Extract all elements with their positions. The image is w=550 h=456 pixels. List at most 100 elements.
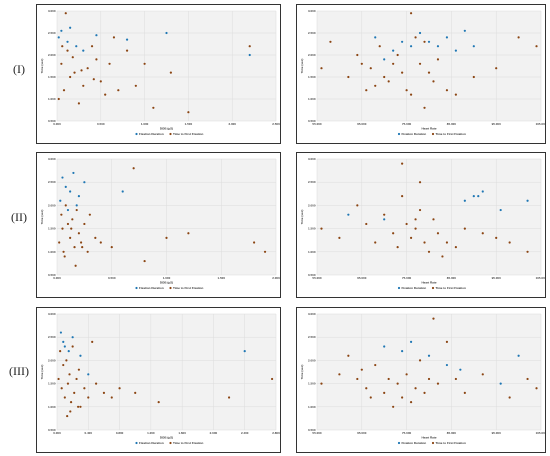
data-point-time-to-first-fixation	[68, 373, 71, 376]
data-point-time-to-first-fixation	[418, 181, 422, 184]
data-point-time-to-first-fixation	[95, 382, 98, 385]
data-point-fixation-duration	[383, 58, 386, 61]
data-point-time-to-first-fixation	[432, 317, 435, 320]
legend-marker	[397, 132, 401, 136]
x-tick-label: 55.000	[312, 431, 322, 435]
data-point-time-to-first-fixation	[409, 93, 413, 96]
y-tick-label: 1.500	[308, 227, 316, 231]
data-point-time-to-first-fixation	[383, 213, 386, 216]
data-point-fixation-duration	[499, 208, 502, 212]
data-point-fixation-duration	[409, 45, 413, 48]
data-point-time-to-first-fixation	[409, 236, 413, 239]
data-point-fixation-duration	[59, 199, 62, 202]
y-tick-label: 2.500	[48, 180, 56, 184]
legend-marker	[135, 441, 138, 445]
data-point-time-to-first-fixation	[329, 40, 332, 43]
x-axis-label: DOB (μS)	[160, 281, 173, 285]
data-point-time-to-first-fixation	[387, 80, 390, 83]
x-tick-label: 1.500	[185, 122, 193, 126]
data-point-time-to-first-fixation	[110, 246, 113, 249]
data-point-time-to-first-fixation	[165, 236, 168, 239]
data-point-time-to-first-fixation	[481, 373, 484, 376]
data-point-time-to-first-fixation	[79, 405, 82, 408]
y-tick-label: 1.500	[308, 75, 316, 79]
y-tick-label: 2.500	[48, 31, 56, 35]
data-point-time-to-first-fixation	[62, 89, 66, 92]
data-point-time-to-first-fixation	[436, 382, 440, 385]
x-tick-label: 75.000	[402, 122, 412, 126]
y-tick-label: 2.000	[308, 358, 316, 362]
data-point-time-to-first-fixation	[187, 232, 190, 235]
data-point-time-to-first-fixation	[73, 246, 76, 249]
data-point-time-to-first-fixation	[356, 204, 359, 207]
x-tick-label: 2.800	[272, 431, 280, 435]
x-tick-label: 75.000	[402, 276, 412, 280]
data-point-time-to-first-fixation	[365, 89, 368, 92]
data-point-time-to-first-fixation	[320, 382, 323, 385]
data-point-fixation-duration	[243, 350, 246, 353]
x-tick-label: 95.000	[492, 431, 502, 435]
y-tick-label: 1.000	[308, 405, 316, 409]
legend-marker	[169, 286, 172, 290]
y-tick-label: 2.000	[48, 53, 56, 57]
data-point-fixation-duration	[60, 29, 63, 32]
data-point-time-to-first-fixation	[134, 84, 137, 87]
x-tick-label: 0.500	[97, 122, 105, 126]
data-point-time-to-first-fixation	[436, 58, 440, 61]
data-point-time-to-first-fixation	[360, 368, 363, 371]
data-point-fixation-duration	[66, 40, 69, 43]
data-point-time-to-first-fixation	[71, 56, 74, 59]
data-point-time-to-first-fixation	[320, 67, 323, 70]
data-point-time-to-first-fixation	[405, 89, 408, 92]
scatter-plot-I-right: 0.500 1.000 1.500 2.000 2.500 3.000 55.000 65.0…	[300, 9, 545, 136]
x-tick-label: 95.000	[492, 122, 502, 126]
plot-area	[57, 314, 276, 430]
y-tick-label: 0.500	[48, 273, 56, 277]
data-point-time-to-first-fixation	[414, 36, 417, 39]
data-point-time-to-first-fixation	[83, 387, 86, 390]
x-tick-label: 65.000	[357, 276, 367, 280]
data-point-time-to-first-fixation	[90, 45, 94, 48]
data-point-time-to-first-fixation	[347, 354, 350, 357]
y-tick-label: 2.000	[48, 203, 56, 207]
scatter-plot-II-right: 0.500 1.000 1.500 2.000 2.500 3.000 55.000 65.0…	[300, 157, 545, 290]
data-point-time-to-first-fixation	[74, 264, 77, 267]
data-point-time-to-first-fixation	[61, 227, 64, 230]
data-point-time-to-first-fixation	[414, 387, 417, 390]
data-point-time-to-first-fixation	[378, 45, 381, 48]
data-point-fixation-duration	[374, 36, 377, 39]
data-point-fixation-duration	[392, 49, 395, 52]
data-point-time-to-first-fixation	[82, 84, 85, 87]
legend-marker	[169, 441, 172, 445]
data-point-time-to-first-fixation	[423, 40, 426, 43]
y-tick-label: 2.000	[308, 203, 316, 207]
x-axis-label: Heart Rate	[421, 281, 436, 285]
data-point-fixation-duration	[69, 190, 72, 193]
data-point-time-to-first-fixation	[392, 405, 395, 408]
data-point-fixation-duration	[69, 26, 72, 29]
data-point-time-to-first-fixation	[99, 241, 102, 244]
data-point-time-to-first-fixation	[526, 377, 529, 381]
x-axis-label: Heart Rate	[421, 436, 436, 440]
data-point-time-to-first-fixation	[423, 391, 426, 394]
y-tick-label: 1.000	[308, 97, 316, 101]
y-tick-label: 3.000	[308, 157, 316, 161]
data-point-time-to-first-fixation	[60, 213, 63, 216]
x-axis-label: Heart Rate	[421, 127, 436, 131]
x-tick-label: 1.000	[141, 122, 149, 126]
data-point-time-to-first-fixation	[132, 167, 135, 170]
data-point-time-to-first-fixation	[414, 218, 417, 221]
data-point-time-to-first-fixation	[88, 213, 91, 216]
data-point-time-to-first-fixation	[396, 382, 399, 385]
scatter-panel-I-right: 0.500 1.000 1.500 2.000 2.500 3.000 55.000 65.0…	[296, 4, 546, 144]
data-point-fixation-duration	[383, 345, 386, 348]
data-point-fixation-duration	[445, 36, 449, 39]
data-point-fixation-duration	[418, 31, 422, 35]
legend-marker	[169, 132, 172, 136]
legend-label: Time to First Fixation	[173, 132, 203, 136]
data-point-fixation-duration	[63, 345, 66, 348]
data-point-time-to-first-fixation	[60, 387, 63, 390]
data-point-time-to-first-fixation	[445, 241, 449, 244]
x-tick-label: 2.000	[272, 276, 280, 280]
y-tick-label: 2.500	[308, 180, 316, 184]
